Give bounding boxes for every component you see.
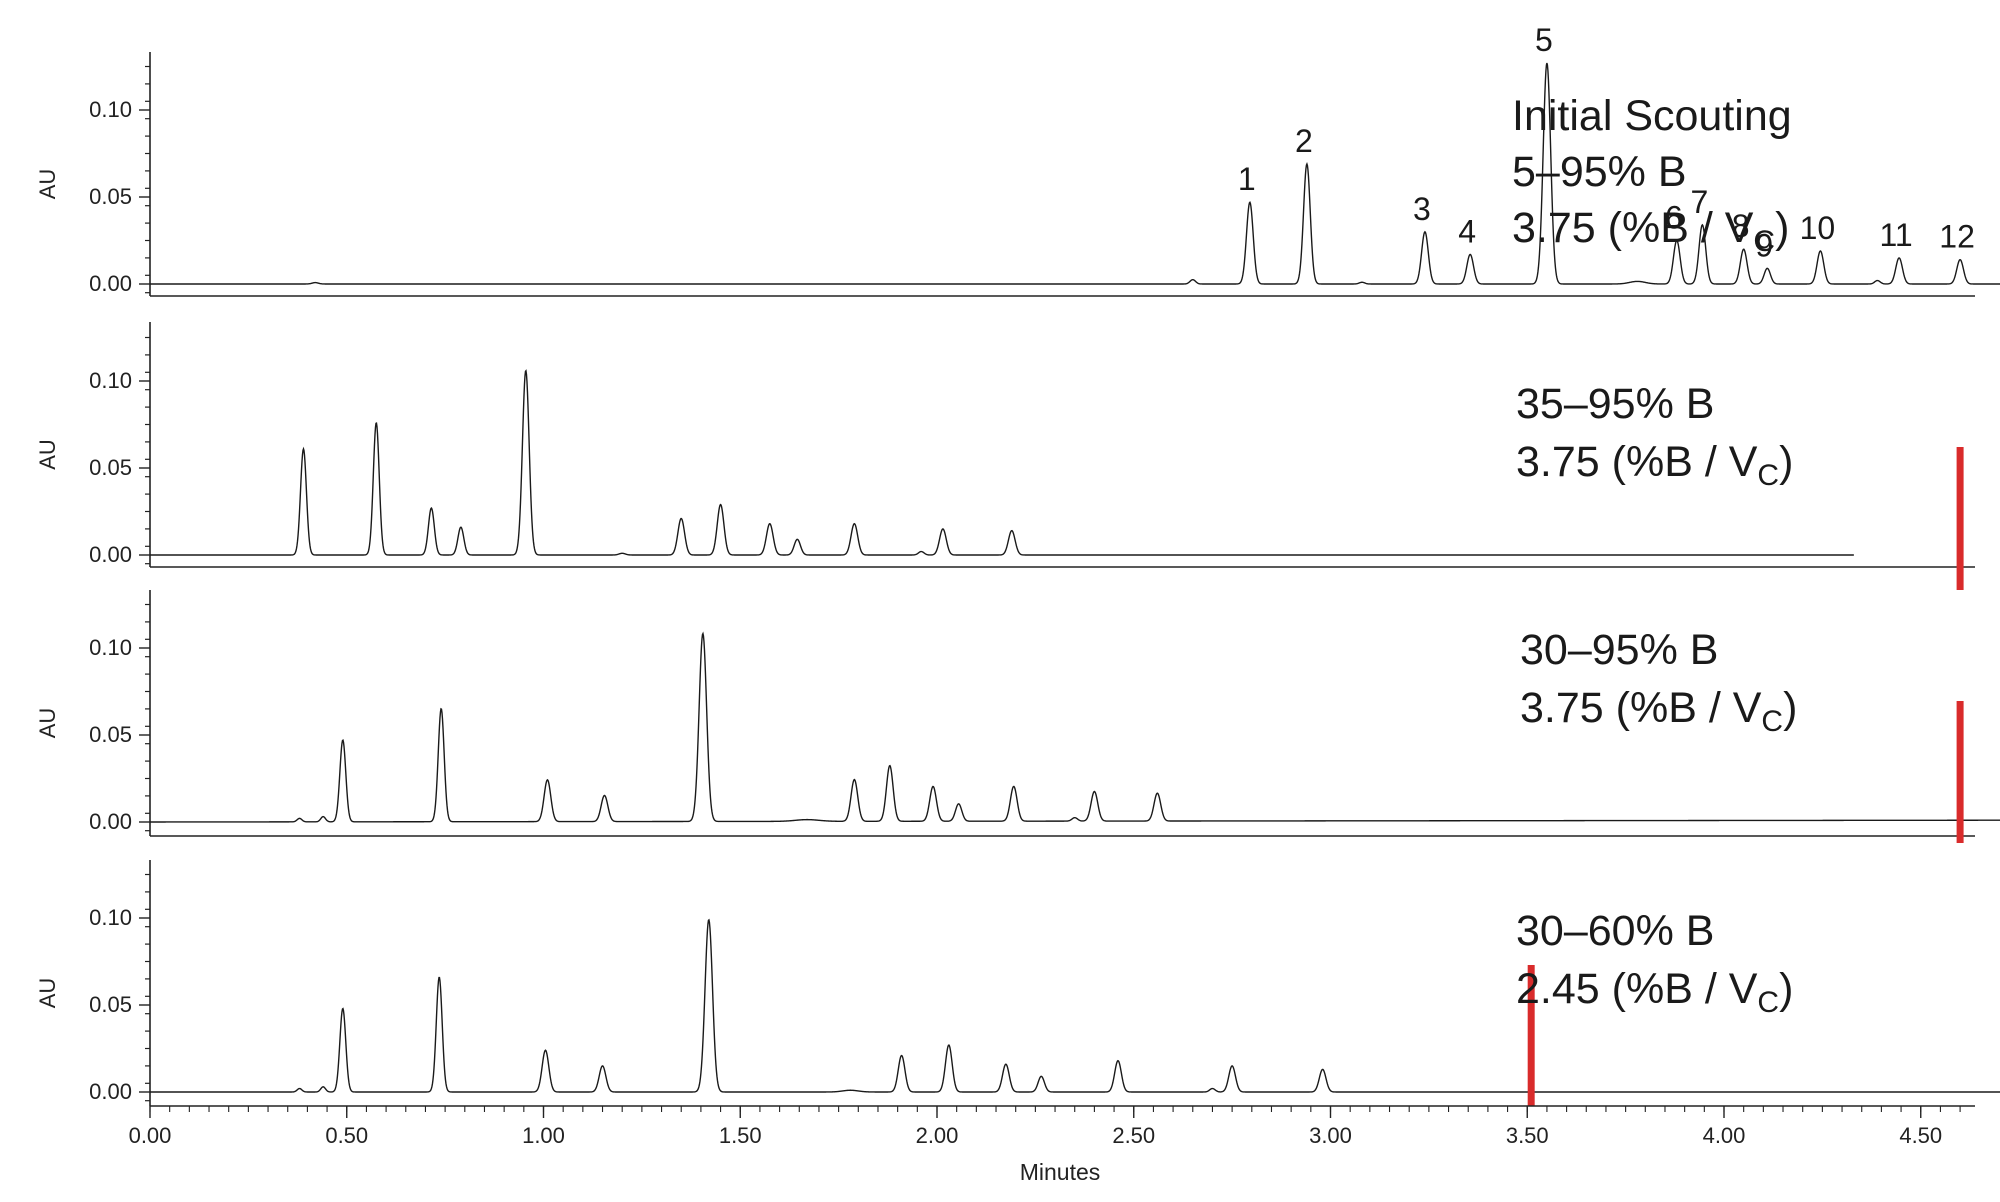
y-tick-label: 0.05: [89, 455, 132, 480]
y-tick-label: 0.00: [89, 1079, 132, 1104]
y-tick-label: 0.10: [89, 368, 132, 393]
y-tick-label: 0.10: [89, 635, 132, 660]
peak-number-label: 3: [1413, 191, 1431, 227]
peak-number-label: 9: [1755, 227, 1773, 263]
x-tick-label: 0.00: [129, 1123, 172, 1148]
y-axis-label: AU: [35, 978, 60, 1009]
y-tick-label: 0.10: [89, 97, 132, 122]
chromatogram-trace: [150, 369, 1854, 556]
ratio-text: 2.45 (%B / V: [1516, 965, 1758, 1013]
x-tick-label: 0.50: [325, 1123, 368, 1148]
ratio-text: 3.75 (%B / V: [1520, 684, 1762, 732]
ratio-annotation: 3.75 (%B / VC): [1512, 204, 1789, 258]
ratio-text: 3.75 (%B / V: [1516, 438, 1758, 486]
y-tick-label: 0.00: [89, 271, 132, 296]
ratio-close: ): [1775, 204, 1789, 252]
peak-number-label: 11: [1879, 217, 1912, 253]
y-axis-label: AU: [35, 439, 60, 470]
y-tick-label: 0.00: [89, 809, 132, 834]
ratio-annotation: 3.75 (%B / VC): [1516, 438, 1793, 492]
y-tick-label: 0.05: [89, 992, 132, 1017]
y-tick-label: 0.05: [89, 184, 132, 209]
y-tick-label: 0.05: [89, 722, 132, 747]
y-tick-label: 0.00: [89, 542, 132, 567]
chromatogram-trace: [150, 918, 2000, 1093]
x-tick-label: 4.00: [1703, 1123, 1746, 1148]
peak-number-label: 4: [1458, 213, 1476, 249]
ratio-close: ): [1783, 684, 1797, 732]
peak-number-label: 10: [1800, 210, 1836, 246]
x-tick-label: 4.50: [1899, 1123, 1942, 1148]
x-axis-label: Minutes: [1020, 1159, 1101, 1185]
gradient-annotation: 30–95% B: [1520, 626, 1718, 674]
peak-number-label: 8: [1732, 208, 1750, 244]
peak-number-label: 1: [1238, 161, 1256, 197]
ratio-text: 3.75 (%B / V: [1512, 204, 1754, 252]
x-tick-label: 3.50: [1506, 1123, 1549, 1148]
ratio-subscript: C: [1753, 225, 1775, 258]
ratio-close: ): [1779, 965, 1793, 1013]
chromatogram-trace: [150, 62, 2000, 285]
peak-number-label: 12: [1939, 219, 1975, 255]
gradient-annotation: 35–95% B: [1516, 380, 1714, 428]
x-tick-label: 2.00: [916, 1123, 959, 1148]
ratio-subscript: C: [1757, 459, 1779, 492]
peak-number-label: 6: [1665, 200, 1683, 236]
ratio-subscript: C: [1757, 986, 1779, 1019]
ratio-annotation: 3.75 (%B / VC): [1520, 684, 1797, 738]
peak-number-label: 7: [1690, 184, 1708, 220]
chromatogram-trace: [150, 631, 2000, 823]
gradient-annotation: 5–95% B: [1512, 148, 1687, 196]
y-tick-label: 0.10: [89, 905, 132, 930]
ratio-close: ): [1779, 438, 1793, 486]
x-tick-label: 1.50: [719, 1123, 762, 1148]
x-tick-label: 3.00: [1309, 1123, 1352, 1148]
peak-number-label: 5: [1535, 22, 1553, 58]
y-axis-label: AU: [35, 169, 60, 200]
ratio-annotation: 2.45 (%B / VC): [1516, 965, 1793, 1019]
gradient-annotation: Initial Scouting: [1512, 92, 1792, 140]
gradient-annotation: 30–60% B: [1516, 907, 1714, 955]
y-axis-label: AU: [35, 708, 60, 739]
ratio-subscript: C: [1761, 705, 1783, 738]
peak-number-label: 2: [1295, 123, 1313, 159]
x-tick-label: 1.00: [522, 1123, 565, 1148]
x-tick-label: 2.50: [1112, 1123, 1155, 1148]
